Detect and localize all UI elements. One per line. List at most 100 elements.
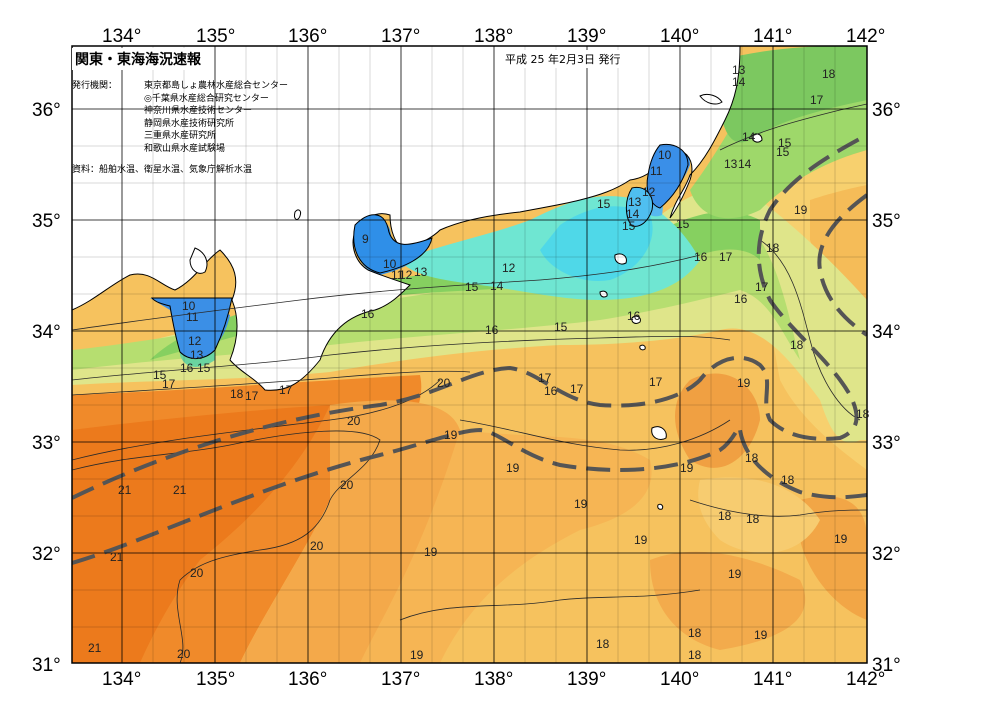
issue-date: 平成 25 年2月3日 発行: [502, 50, 624, 68]
isotherm-label: 16: [485, 323, 499, 337]
lat-label: 31°: [872, 655, 901, 676]
lat-label: 32°: [32, 544, 61, 565]
isotherm-label: 15: [465, 280, 479, 294]
isotherm-label: 18: [745, 451, 759, 465]
isotherm-label: 13: [628, 195, 642, 209]
isotherm-label: 18: [718, 509, 732, 523]
issuer-name: 三重県水産研究所: [144, 131, 217, 141]
isotherm-label: 19: [410, 648, 424, 662]
isotherm-label: 9: [362, 232, 369, 246]
isotherm-label: 21: [173, 483, 187, 497]
isotherm-label: 18: [688, 626, 702, 640]
isotherm-label: 19: [680, 461, 694, 475]
isotherm-label: 15: [597, 197, 611, 211]
lat-label: 34°: [872, 322, 901, 343]
lat-label: 33°: [872, 433, 901, 454]
isotherm-label: 13: [724, 157, 738, 171]
isotherm-label: 15: [778, 136, 792, 150]
isotherm-label: 15: [676, 217, 690, 231]
lon-label: 135°: [196, 26, 235, 47]
isotherm-label: 13: [190, 348, 204, 362]
isotherm-label: 18: [856, 407, 870, 421]
isotherm-label: 14: [626, 207, 640, 221]
isotherm-label: 20: [190, 566, 204, 580]
lon-label: 137°: [381, 26, 420, 47]
isotherm-label: 18: [781, 473, 795, 487]
inland-water: [150, 143, 689, 359]
isotherm-label: 11: [186, 310, 199, 324]
isotherm-label: 18: [746, 512, 760, 526]
isotherm-label: 19: [794, 203, 808, 217]
lon-label: 139°: [567, 26, 606, 47]
isotherm-label: 18: [596, 637, 610, 651]
isotherm-label: 20: [347, 414, 361, 428]
isotherm-label: 15: [197, 361, 211, 375]
isotherm-label: 12: [642, 185, 656, 199]
isotherm-label: 20: [437, 376, 451, 390]
isotherm-label: 13: [414, 265, 428, 279]
isotherm-label: 20: [177, 647, 191, 661]
isotherm-label: 16: [544, 384, 558, 398]
isotherm-label: 12: [502, 261, 516, 275]
isotherm-label: 10: [182, 299, 196, 313]
issuer-name: 神奈川県水産技術センター: [144, 106, 253, 116]
isotherm-label: 17: [755, 280, 769, 294]
isotherm-label: 16: [734, 292, 748, 306]
isotherm-label: 19: [737, 376, 751, 390]
lon-label: 138°: [474, 26, 513, 47]
lon-label: 137°: [381, 669, 420, 690]
lon-labels-top: 134° 135° 136° 137° 138° 139° 140° 141° …: [102, 26, 885, 47]
isotherm-label: 17: [810, 93, 824, 107]
isotherm-label: 21: [110, 550, 124, 564]
lat-label: 33°: [32, 433, 61, 454]
lon-label: 140°: [660, 26, 699, 47]
isotherm-label: 11: [650, 164, 663, 178]
isotherm-label: 14: [732, 75, 746, 89]
isotherm-label: 16: [694, 250, 708, 264]
lon-label: 142°: [846, 26, 885, 47]
lon-label: 134°: [102, 26, 141, 47]
isotherm-label: 14: [490, 279, 504, 293]
isotherm-label: 11: [391, 268, 404, 282]
issuer-name: 和歌山県水産試験場: [144, 143, 226, 154]
isotherm-label: 16: [180, 361, 194, 375]
isotherm-label: 18: [790, 338, 804, 352]
isotherm-label: 19: [444, 428, 458, 442]
isotherm-label: 17: [649, 375, 663, 389]
isotherm-label: 20: [310, 539, 324, 553]
lon-labels-bottom: 134° 135° 136° 137° 138° 139° 140° 141° …: [102, 669, 885, 690]
issuer-name: ◎千葉県水産総合研究センター: [144, 93, 269, 104]
isotherm-label: 17: [245, 389, 259, 403]
isotherm-label: 18: [766, 241, 780, 255]
isotherm-label: 19: [424, 545, 438, 559]
isotherm-label: 18: [688, 648, 702, 662]
issuer-name: 静岡県水産技術研究所: [144, 118, 235, 129]
isotherm-label: 20: [340, 478, 354, 492]
isotherm-label: 16: [627, 309, 641, 323]
isotherm-label: 17: [719, 250, 733, 264]
isotherm-label: 14: [742, 130, 756, 144]
lat-labels-right: 36° 35° 34° 33° 32° 31°: [872, 100, 901, 676]
data-source: 資料：船舶水温、衛星水温、気象庁解析水温: [72, 165, 253, 175]
graticule: [72, 46, 867, 663]
lat-label: 36°: [872, 100, 901, 121]
lon-label: 142°: [846, 669, 885, 690]
issuer-label: 発行機関：: [72, 81, 118, 91]
isotherm-label: 15: [153, 368, 167, 382]
isotherm-label: 21: [88, 641, 102, 655]
isotherm-label: 13: [732, 63, 746, 77]
isotherm-label: 21: [118, 483, 132, 497]
isotherm-label: 19: [754, 628, 768, 642]
isotherm-label: 12: [399, 268, 413, 282]
isotherm-label: 19: [574, 497, 588, 511]
isotherm-label: 15: [554, 320, 568, 334]
isotherm-label: 17: [279, 383, 293, 397]
isotherm-label: 10: [658, 148, 672, 162]
lat-label: 36°: [32, 100, 61, 121]
lon-label: 136°: [288, 26, 327, 47]
isotherm-label: 17: [162, 377, 176, 391]
isotherm-label: 14: [738, 157, 752, 171]
issuer-block: 発行機関： 東京都島しょ農林水産総合センター ◎千葉県水産総合研究センター 神奈川…: [72, 80, 288, 155]
